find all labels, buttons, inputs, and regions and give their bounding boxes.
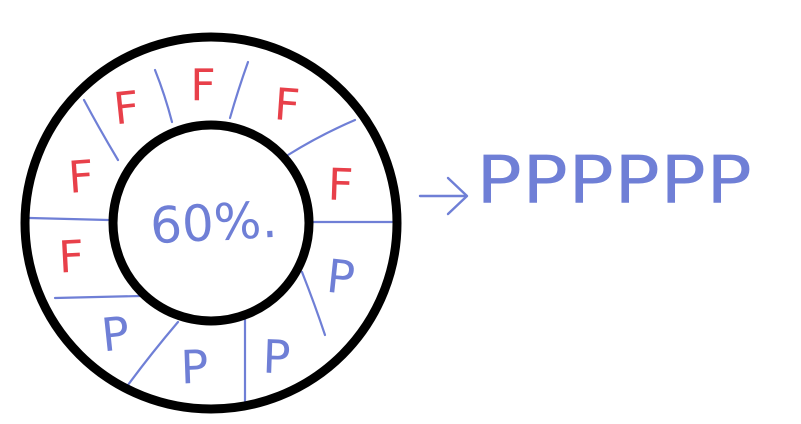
divider-line xyxy=(153,68,174,124)
result-label: PPPPPP xyxy=(476,142,752,219)
inner-ring xyxy=(108,120,314,326)
segment-letter-fail: F xyxy=(67,151,96,204)
outer-ring xyxy=(20,32,402,414)
segment-dividers xyxy=(28,60,402,404)
divider-line xyxy=(300,270,327,337)
segment-letter-fail: F xyxy=(57,231,85,283)
divider-line xyxy=(28,216,110,222)
center-percentage: 60%. xyxy=(149,191,279,256)
divider-line xyxy=(228,60,250,120)
divider-line xyxy=(126,320,180,387)
segment-letter-pass: P xyxy=(180,340,210,395)
arrow-right-icon xyxy=(418,176,469,216)
segment-letter-pass: P xyxy=(324,249,357,306)
segment-letter-fail: F xyxy=(190,60,215,111)
segment-letter-fail: F xyxy=(273,79,302,132)
segment-letter-pass: P xyxy=(262,330,292,385)
segment-letter-pass: P xyxy=(99,306,132,363)
segment-letter-fail: F xyxy=(327,160,354,212)
divider-line xyxy=(286,118,357,157)
segment-letter-fail: F xyxy=(111,82,142,135)
divider-line xyxy=(53,294,142,300)
divider-line xyxy=(82,98,120,162)
